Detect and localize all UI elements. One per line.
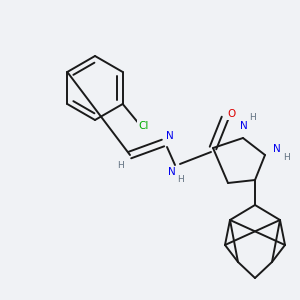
Text: H: H	[178, 176, 184, 184]
Text: O: O	[227, 109, 235, 119]
Text: N: N	[240, 121, 248, 131]
Text: H: H	[117, 161, 123, 170]
Text: N: N	[273, 144, 281, 154]
Text: N: N	[168, 167, 176, 177]
Text: N: N	[166, 131, 174, 141]
Text: H: H	[250, 113, 256, 122]
Text: H: H	[284, 154, 290, 163]
Text: Cl: Cl	[139, 122, 149, 131]
